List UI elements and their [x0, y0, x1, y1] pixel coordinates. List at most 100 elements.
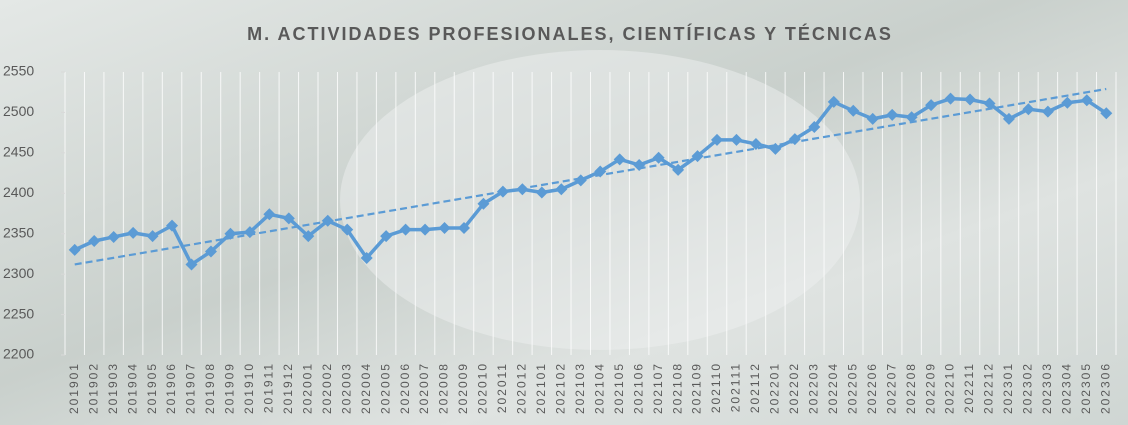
y-tick-label: 2500: [3, 103, 34, 119]
x-tick-label: 201908: [203, 362, 217, 414]
x-tick-label: 201906: [164, 362, 178, 414]
data-point: [419, 223, 432, 236]
data-point: [224, 227, 237, 240]
x-tick-label: 202101: [534, 362, 548, 414]
x-tick-label: 202208: [904, 362, 918, 414]
data-point: [321, 214, 334, 227]
data-point: [788, 133, 801, 146]
x-tick-label: 202303: [1040, 362, 1054, 414]
x-tick-label: 202107: [651, 362, 665, 414]
data-point: [438, 222, 451, 235]
y-tick-label: 2550: [3, 63, 34, 79]
x-tick-label: 202104: [592, 362, 606, 414]
x-tick-label: 202209: [923, 362, 937, 414]
y-tick-label: 2300: [3, 265, 34, 281]
data-point: [263, 208, 276, 221]
data-point: [127, 226, 140, 239]
x-tick-label: 202011: [495, 362, 509, 413]
x-tick-label: 202106: [631, 362, 645, 414]
x-tick-label: 201901: [67, 362, 81, 414]
x-tick-label: 202012: [515, 362, 529, 414]
x-tick-label: 201905: [145, 362, 159, 414]
data-point: [769, 142, 782, 155]
data-point: [477, 197, 490, 210]
background-blur: [340, 50, 860, 350]
data-point: [711, 133, 724, 146]
data-point: [68, 243, 81, 256]
x-tick-label: 202301: [1001, 362, 1015, 414]
data-point: [185, 258, 198, 271]
data-point: [652, 151, 665, 164]
x-tick-label: 201903: [106, 362, 120, 414]
data-point: [1080, 94, 1093, 107]
data-point: [204, 245, 217, 258]
x-tick-label: 202102: [553, 362, 567, 414]
y-tick-label: 2450: [3, 144, 34, 160]
data-point: [866, 112, 879, 125]
data-point: [555, 183, 568, 196]
x-tick-label: 202103: [573, 362, 587, 414]
x-tick-label: 202205: [845, 362, 859, 414]
x-tick-label: 202009: [456, 362, 470, 414]
x-tick-label: 202206: [865, 362, 879, 414]
x-tick-label: 202207: [884, 362, 898, 414]
x-tick-label: 202111: [729, 362, 743, 412]
x-tick-label: 202212: [982, 362, 996, 414]
x-tick-label: 202006: [398, 362, 412, 414]
data-point: [594, 165, 607, 178]
data-point: [749, 137, 762, 150]
y-tick-label: 2250: [3, 305, 34, 321]
data-point: [1002, 112, 1015, 125]
data-point: [380, 230, 393, 243]
x-tick-label: 202302: [1021, 362, 1035, 414]
y-tick-label: 2400: [3, 184, 34, 200]
data-point: [360, 251, 373, 264]
x-tick-label: 202202: [787, 362, 801, 414]
x-tick-label: 202210: [943, 362, 957, 414]
x-tick-label: 202204: [826, 362, 840, 414]
data-point: [1061, 96, 1074, 109]
data-point: [691, 150, 704, 163]
x-tick-label: 202001: [300, 362, 314, 414]
data-point: [457, 222, 470, 235]
data-point: [282, 212, 295, 225]
x-tick-label: 201910: [242, 362, 256, 414]
chart-title: M. ACTIVIDADES PROFESIONALES, CIENTÍFICA…: [247, 23, 893, 44]
data-point: [964, 93, 977, 106]
x-tick-label: 202112: [748, 362, 762, 413]
data-point: [905, 111, 918, 124]
x-tick-label: 202203: [806, 362, 820, 414]
data-point: [613, 153, 626, 166]
y-tick-label: 2350: [3, 224, 34, 240]
data-point: [146, 230, 159, 243]
x-tick-label: 202201: [768, 362, 782, 414]
data-point: [166, 219, 179, 232]
x-tick-label: 202305: [1079, 362, 1093, 414]
data-point: [672, 163, 685, 176]
x-tick-label: 202211: [962, 362, 976, 413]
x-tick-label: 201907: [184, 362, 198, 414]
x-tick-label: 202306: [1098, 362, 1112, 414]
x-tick-label: 202002: [320, 362, 334, 414]
x-tick-label: 202007: [417, 362, 431, 414]
x-tick-label: 202109: [690, 362, 704, 414]
data-point: [107, 230, 120, 243]
x-tick-label: 201902: [86, 362, 100, 414]
data-point: [243, 226, 256, 239]
data-point: [574, 174, 587, 187]
x-tick-label: 201904: [125, 362, 139, 414]
x-tick-label: 202005: [378, 362, 392, 414]
x-tick-label: 202110: [709, 362, 723, 413]
data-point: [983, 97, 996, 110]
data-point: [341, 223, 354, 236]
x-tick-label: 202304: [1060, 362, 1074, 414]
data-point: [302, 230, 315, 243]
data-point: [1100, 107, 1113, 120]
data-point: [944, 92, 957, 105]
data-point: [886, 108, 899, 121]
data-point: [1022, 103, 1035, 116]
y-tick-label: 2200: [3, 346, 34, 362]
x-tick-label: 202004: [359, 362, 373, 414]
x-tick-label: 202008: [437, 362, 451, 414]
